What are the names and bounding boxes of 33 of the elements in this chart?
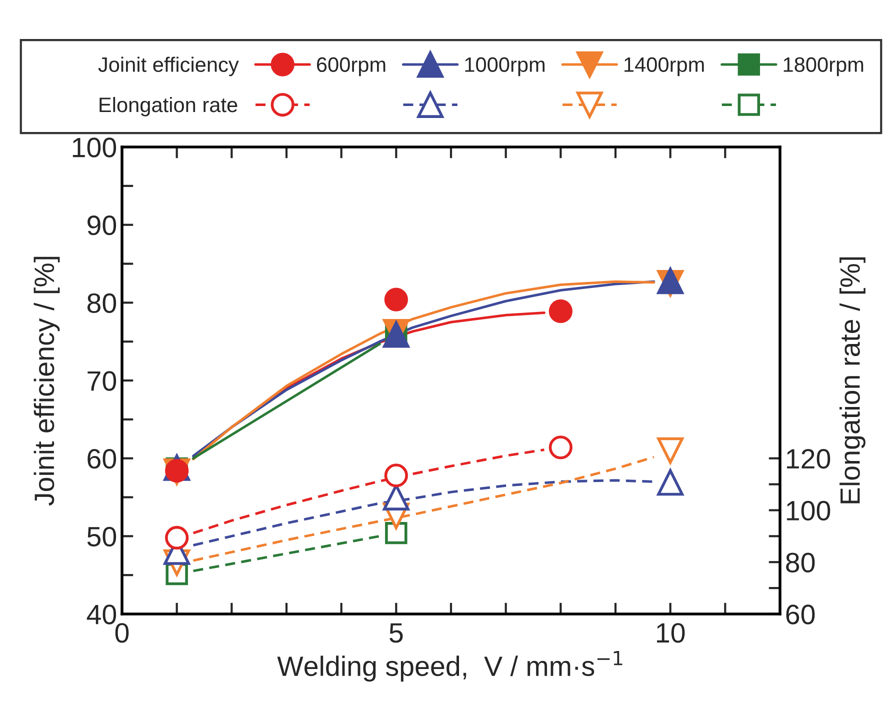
y-tick-label: 100 [72,138,116,158]
x-tick-label: 0 [115,623,129,643]
point [657,437,684,464]
y2-axis-title: Elongation rate / [%] [840,257,866,504]
legend-label: 1800rpm [784,57,864,76]
legend-label: 1000rpm [465,57,544,76]
y-axis-title: Joinit efficiency / [%] [34,256,60,506]
point [548,299,572,324]
y2-tick-label: 60 [786,604,815,624]
x-axis-title: Welding speed, V / mm·s$^{−1}$ [277,651,622,682]
point [384,464,408,488]
y2-tick-label: 80 [786,552,815,572]
y-tick-label: 60 [88,449,116,469]
text: Joinit efficiency [98,56,239,76]
x-tick-label: 5 [390,623,403,643]
point [657,469,684,496]
point [165,526,189,550]
line-series [192,448,546,534]
legend-label: 600rpm [316,57,386,76]
y-tick-label: 90 [88,216,116,236]
y-tick-label: 40 [86,604,116,624]
legend-label: 1400rpm [624,57,704,76]
x-tick-label: 10 [657,623,685,643]
y-tick-label: 80 [87,293,116,314]
point [384,288,408,312]
text: Elongation rate [100,96,238,116]
y2-tick-label: 120 [786,449,830,469]
y-tick-label: 70 [88,371,116,391]
line-series [192,456,656,562]
point [548,436,572,460]
y-tick-label: 50 [87,526,116,547]
y2-tick-label: 100 [786,500,830,521]
point [385,522,408,544]
